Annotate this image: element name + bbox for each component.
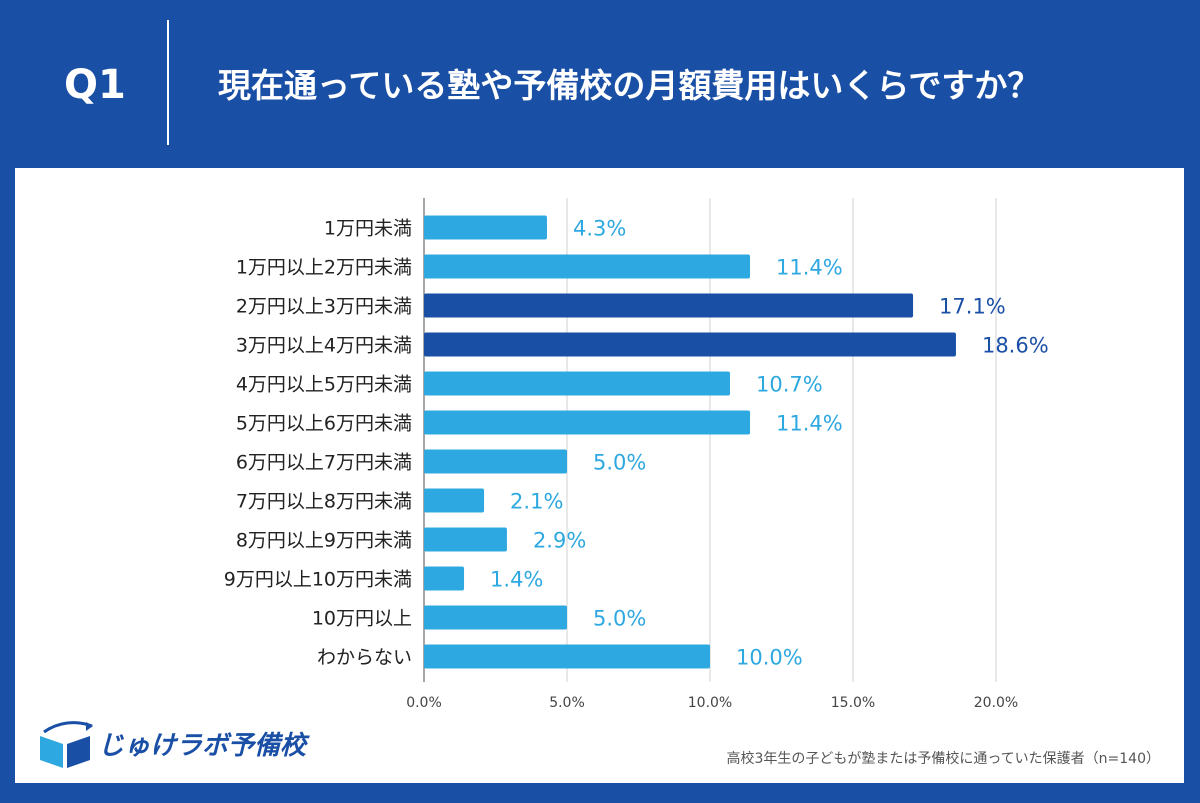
bar: [424, 488, 485, 513]
value-label: 2.1%: [510, 490, 563, 514]
category-label: 8万円以上9万円未満: [236, 530, 412, 552]
bar: [424, 644, 710, 669]
bar: [424, 449, 567, 474]
category-label: 5万円以上6万円未満: [236, 413, 412, 435]
bar-chart: 0.0% 5.0% 10.0% 15.0% 20.0% 1万円未満 4.3% 1万円以上2万円…: [224, 198, 1049, 711]
header-divider: [167, 20, 169, 145]
bar: [424, 527, 507, 552]
x-tick-label: 5.0%: [549, 695, 585, 711]
question-number: Q1: [64, 62, 126, 108]
bar: [424, 371, 731, 396]
value-label: 18.6%: [982, 334, 1049, 358]
bar: [424, 332, 956, 357]
category-label: 7万円以上8万円未満: [236, 491, 412, 513]
value-label: 10.7%: [756, 373, 823, 397]
header: Q1 現在通っている塾や予備校の月額費用はいくらですか？: [0, 0, 1200, 165]
category-label: 9万円以上10万円未満: [224, 569, 412, 591]
category-label: 3万円以上4万円未満: [236, 335, 412, 357]
value-label: 5.0%: [593, 607, 646, 631]
value-label: 5.0%: [593, 451, 646, 475]
bar: [424, 215, 547, 240]
value-label: 10.0%: [736, 646, 803, 670]
brand-name: じゅけラボ予備校: [98, 731, 307, 761]
category-label: 4万円以上5万円未満: [236, 374, 412, 396]
bar: [424, 605, 567, 630]
x-tick-label: 10.0%: [688, 695, 732, 711]
x-tick-label: 0.0%: [406, 695, 442, 711]
value-label: 11.4%: [776, 256, 843, 280]
bar: [424, 254, 751, 279]
bar: [424, 566, 465, 591]
book-logo-icon: [40, 721, 93, 768]
value-label: 11.4%: [776, 412, 843, 436]
bar: [424, 410, 751, 435]
bar: [424, 293, 914, 318]
category-label: 10万円以上: [312, 608, 412, 630]
value-label: 4.3%: [573, 217, 626, 241]
sample-note: 高校3年生の子どもが塾または予備校に通っていた保護者（n=140）: [726, 751, 1160, 767]
category-label: 2万円以上3万円未満: [236, 296, 412, 318]
category-label: 6万円以上7万円未満: [236, 452, 412, 474]
category-label: 1万円未満: [324, 218, 412, 240]
value-label: 17.1%: [939, 295, 1006, 319]
x-tick-label: 20.0%: [974, 695, 1018, 711]
x-tick-label: 15.0%: [831, 695, 875, 711]
category-label: わからない: [317, 647, 412, 669]
brand-logo: じゅけラボ予備校: [36, 720, 326, 772]
value-label: 2.9%: [533, 529, 586, 553]
chart-panel: 0.0% 5.0% 10.0% 15.0% 20.0% 1万円未満 4.3% 1万円以上2万円…: [15, 168, 1184, 783]
question-title: 現在通っている塾や予備校の月額費用はいくらですか？: [218, 66, 1041, 105]
category-label: 1万円以上2万円未満: [236, 257, 412, 279]
value-label: 1.4%: [490, 568, 543, 592]
